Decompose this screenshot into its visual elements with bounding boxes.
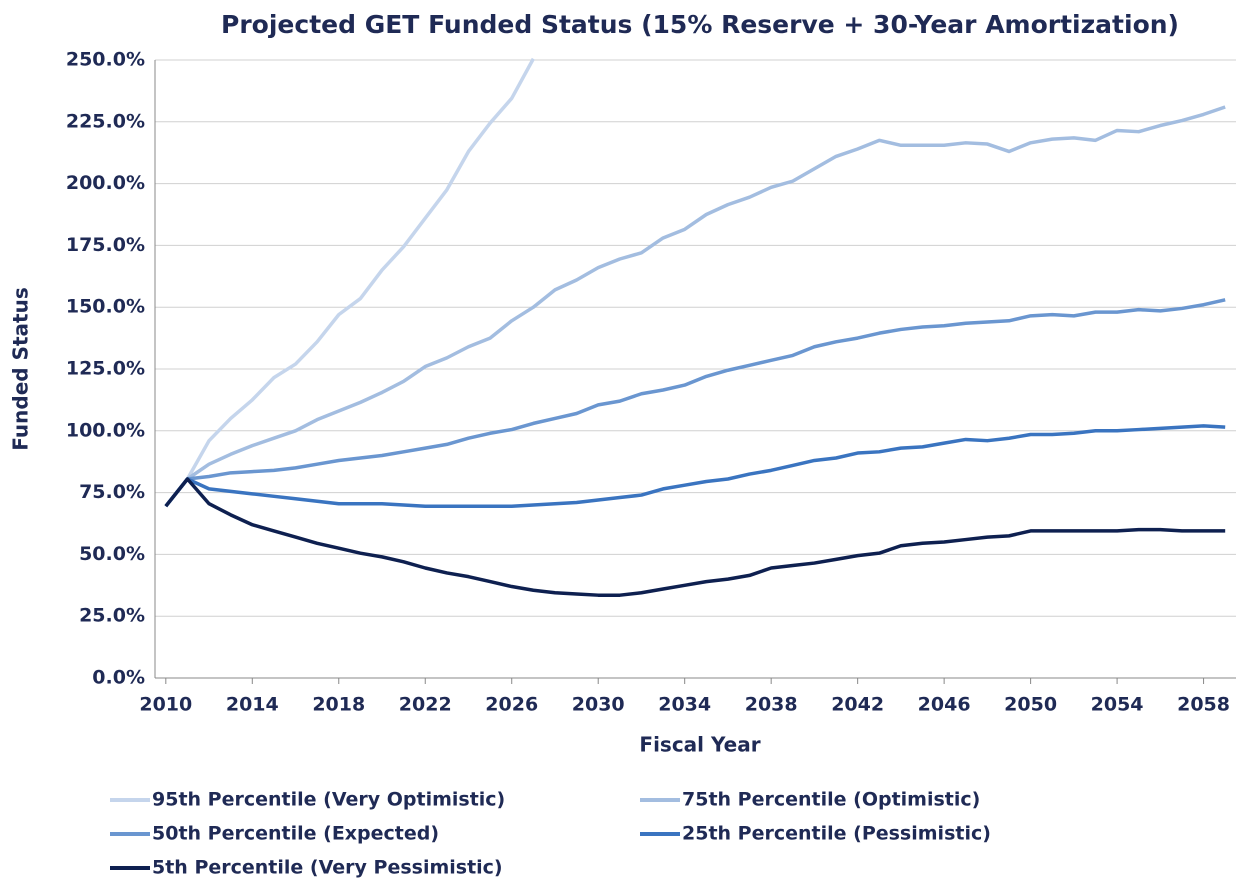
series-line (164, 298, 1226, 508)
plot-area (164, 57, 1226, 597)
y-tick-label: 175.0% (66, 234, 145, 256)
y-tick-label: 200.0% (66, 172, 145, 194)
x-tick-label: 2034 (658, 694, 711, 716)
x-tick-label: 2030 (572, 694, 625, 716)
legend-label: 5th Percentile (Very Pessimistic) (152, 857, 503, 879)
x-tick-label: 2058 (1177, 694, 1230, 716)
series-line (164, 424, 1226, 508)
legend-label: 25th Percentile (Pessimistic) (682, 823, 991, 845)
legend-label: 75th Percentile (Optimistic) (682, 789, 980, 811)
x-tick-label: 2026 (485, 694, 538, 716)
x-tick-label: 2042 (831, 694, 884, 716)
y-tick-label: 100.0% (66, 419, 145, 441)
x-tick-label: 2050 (1004, 694, 1057, 716)
legend-label: 95th Percentile (Very Optimistic) (152, 789, 505, 811)
y-tick-label: 150.0% (66, 296, 145, 318)
y-tick-label: 0.0% (92, 667, 145, 689)
legend-label: 50th Percentile (Expected) (152, 823, 439, 845)
y-tick-label: 25.0% (79, 605, 145, 627)
x-tick-label: 2022 (399, 694, 452, 716)
chart-title: Projected GET Funded Status (15% Reserve… (221, 10, 1179, 39)
x-tick-label: 2014 (226, 694, 279, 716)
x-tick-label: 2010 (139, 694, 192, 716)
x-axis-label: Fiscal Year (639, 733, 760, 757)
x-tick-label: 2054 (1091, 694, 1144, 716)
y-axis-label: Funded Status (9, 287, 33, 450)
x-tick-label: 2046 (918, 694, 971, 716)
series-line (164, 477, 1226, 597)
y-tick-label: 225.0% (66, 110, 145, 132)
series-line (164, 105, 1226, 508)
series-line (164, 57, 535, 508)
y-tick-label: 75.0% (79, 481, 145, 503)
y-tick-label: 250.0% (66, 49, 145, 71)
x-tick-label: 2038 (745, 694, 798, 716)
y-tick-label: 125.0% (66, 358, 145, 380)
y-tick-label: 50.0% (79, 543, 145, 565)
x-tick-label: 2018 (312, 694, 365, 716)
